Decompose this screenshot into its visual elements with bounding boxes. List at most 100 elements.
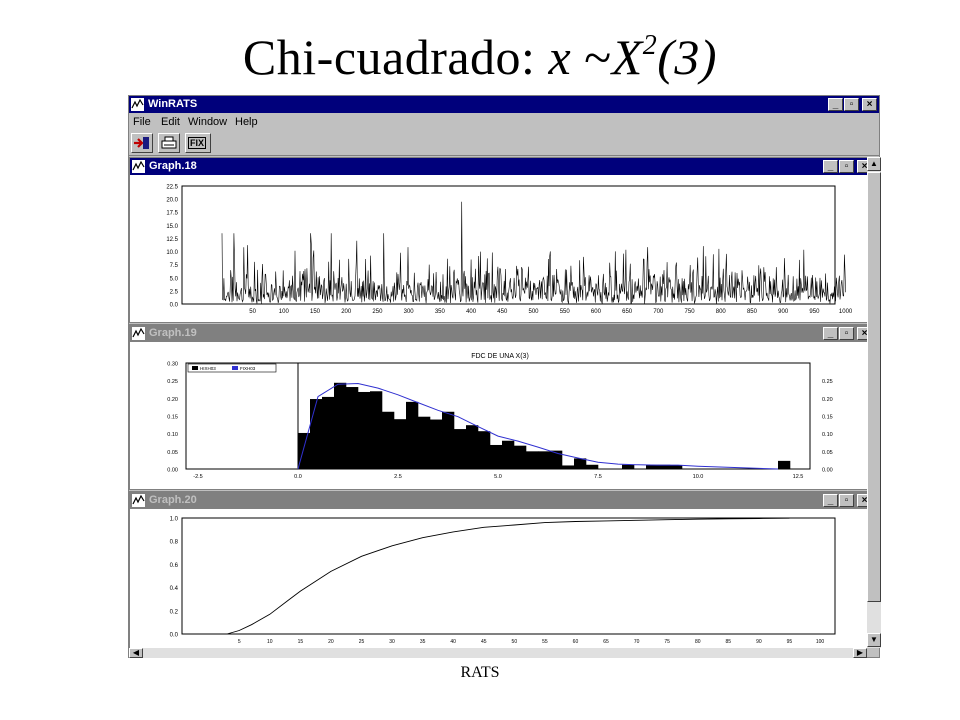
histogram-bar (466, 425, 479, 469)
histogram-bar (490, 444, 503, 469)
title-df: (3) (657, 29, 718, 85)
y-tick-label-left: 0.30 (167, 362, 178, 368)
histogram-bar (382, 411, 395, 469)
scroll-left-button[interactable]: ◀ (129, 648, 143, 658)
minimize-button[interactable]: _ (828, 98, 843, 111)
app-titlebar[interactable]: WinRATS _ ▫ × (129, 96, 879, 113)
x-tick-label: 25 (359, 639, 365, 645)
x-tick-label: 2.5 (394, 474, 402, 480)
density-line (297, 382, 779, 470)
histogram-bar (622, 464, 635, 469)
scroll-thumb[interactable] (867, 172, 881, 602)
print-button[interactable] (158, 133, 180, 153)
maximize-button[interactable]: ▫ (839, 160, 854, 173)
histogram-bar (346, 387, 359, 469)
x-tick-label: 80 (695, 639, 701, 645)
x-tick-label: 350 (435, 309, 446, 315)
x-tick-label: 200 (341, 309, 352, 315)
y-tick-label: 0.4 (170, 586, 179, 592)
vertical-scrollbar[interactable]: ▲ ▼ (867, 157, 881, 648)
x-tick-label: 10.0 (693, 474, 704, 480)
x-tick-label: 100 (816, 639, 825, 645)
histogram-bar (430, 419, 443, 469)
x-tick-label: 60 (573, 639, 579, 645)
close-button[interactable]: × (862, 98, 877, 111)
x-tick-label: 30 (389, 639, 395, 645)
graph-18-title: Graph.18 (149, 160, 197, 172)
graph-window-icon[interactable] (132, 327, 145, 340)
legend-swatch-0 (192, 366, 198, 370)
x-tick-label: 50 (512, 639, 518, 645)
maximize-button[interactable]: ▫ (839, 494, 854, 507)
graph-20-window[interactable]: Graph.20 _ ▫ × 0.0 0.2 0.4 0.6 0.8 1.0 5 10 15 20… (129, 491, 867, 648)
winrats-app-icon[interactable] (131, 98, 144, 111)
x-tick-label: 7.5 (594, 474, 602, 480)
menu-window[interactable]: Window (188, 116, 228, 128)
scroll-down-button[interactable]: ▼ (867, 633, 881, 647)
x-tick-label: 950 (809, 309, 820, 315)
menu-file[interactable]: File (133, 116, 151, 128)
y-tick-label: 0.0 (170, 633, 179, 639)
menu-edit[interactable]: Edit (161, 116, 180, 128)
x-tick-label: 100 (279, 309, 290, 315)
close-button[interactable]: × (857, 160, 867, 173)
fix-label: FIX (188, 137, 207, 149)
minimize-button[interactable]: _ (823, 327, 838, 340)
scroll-up-button[interactable]: ▲ (867, 157, 881, 171)
graph-18-titlebar[interactable]: Graph.18 _ ▫ × (130, 158, 867, 175)
maximize-button[interactable]: ▫ (844, 98, 859, 111)
histogram-bar (310, 399, 323, 469)
histogram-bar (514, 445, 527, 469)
series-line (221, 201, 846, 305)
y-tick-label: 22.5 (166, 185, 178, 191)
scroll-right-button[interactable]: ▶ (853, 648, 867, 658)
minimize-button[interactable]: _ (823, 160, 838, 173)
x-tick-label: 95 (787, 639, 793, 645)
close-button[interactable]: × (857, 327, 867, 340)
x-tick-label: 600 (591, 309, 602, 315)
y-tick-label: 15.0 (166, 224, 178, 230)
x-tick-label: 12.5 (793, 474, 804, 480)
title-exponent: 2 (642, 30, 658, 61)
y-tick-label: 0.6 (170, 563, 179, 569)
histogram-bar (574, 458, 587, 469)
menu-help[interactable]: Help (235, 116, 258, 128)
maximize-button[interactable]: ▫ (839, 327, 854, 340)
y-tick-label: 17.5 (166, 211, 178, 217)
x-tick-label: 75 (664, 639, 670, 645)
x-tick-label: 850 (747, 309, 758, 315)
x-tick-label: 800 (716, 309, 727, 315)
graph-19-chart: FDC DE UNA X(3) 0.00 0.05 0.10 0.15 0.20 0.25 0… (167, 353, 833, 480)
minimize-button[interactable]: _ (823, 494, 838, 507)
graph-19-window[interactable]: Graph.19 _ ▫ × FDC DE UNA X(3) 0.00 0.05 0.… (129, 324, 867, 490)
histogram-bar (502, 440, 515, 469)
graph-window-icon[interactable] (132, 494, 145, 507)
y-tick-label-right: 0.15 (822, 415, 833, 421)
graph-18-window[interactable]: Graph.18 _ ▫ × 0.0 2.5 5.0 7.5 10.0 12.5 15.0 1… (129, 157, 867, 323)
close-button[interactable]: × (857, 494, 867, 507)
graph-19-titlebar[interactable]: Graph.19 _ ▫ × (130, 325, 867, 342)
y-tick-label: 0.2 (170, 609, 179, 615)
x-tick-label: 650 (622, 309, 633, 315)
x-tick-label: 250 (372, 309, 383, 315)
legend-swatch-1 (232, 366, 238, 370)
graph-20-chart: 0.0 0.2 0.4 0.6 0.8 1.0 5 10 15 20 25 30 35 40 45 50 55 6… (170, 517, 836, 645)
y-tick-label-right: 0.25 (822, 379, 833, 385)
graph-window-icon[interactable] (132, 160, 145, 173)
x-tick-label: 5.0 (494, 474, 502, 480)
fix-button[interactable]: FIX (185, 133, 211, 153)
x-tick-label: 85 (726, 639, 732, 645)
x-tick-label: 90 (756, 639, 762, 645)
x-tick-label: 1000 (839, 309, 853, 315)
histogram-bar (478, 431, 491, 469)
app-title: WinRATS (148, 98, 198, 110)
x-tick-label: 45 (481, 639, 487, 645)
exit-button[interactable] (131, 133, 153, 153)
y-tick-label: 1.0 (170, 517, 179, 523)
graph-20-title: Graph.20 (149, 494, 197, 506)
histogram-bar (778, 460, 791, 469)
mdi-client-area: Graph.18 _ ▫ × 0.0 2.5 5.0 7.5 10.0 12.5 15.0 1… (129, 157, 867, 648)
horizontal-scrollbar[interactable]: ◀ ▶ (129, 648, 867, 658)
histogram-bar (562, 465, 575, 469)
graph-20-titlebar[interactable]: Graph.20 _ ▫ × (130, 492, 867, 509)
